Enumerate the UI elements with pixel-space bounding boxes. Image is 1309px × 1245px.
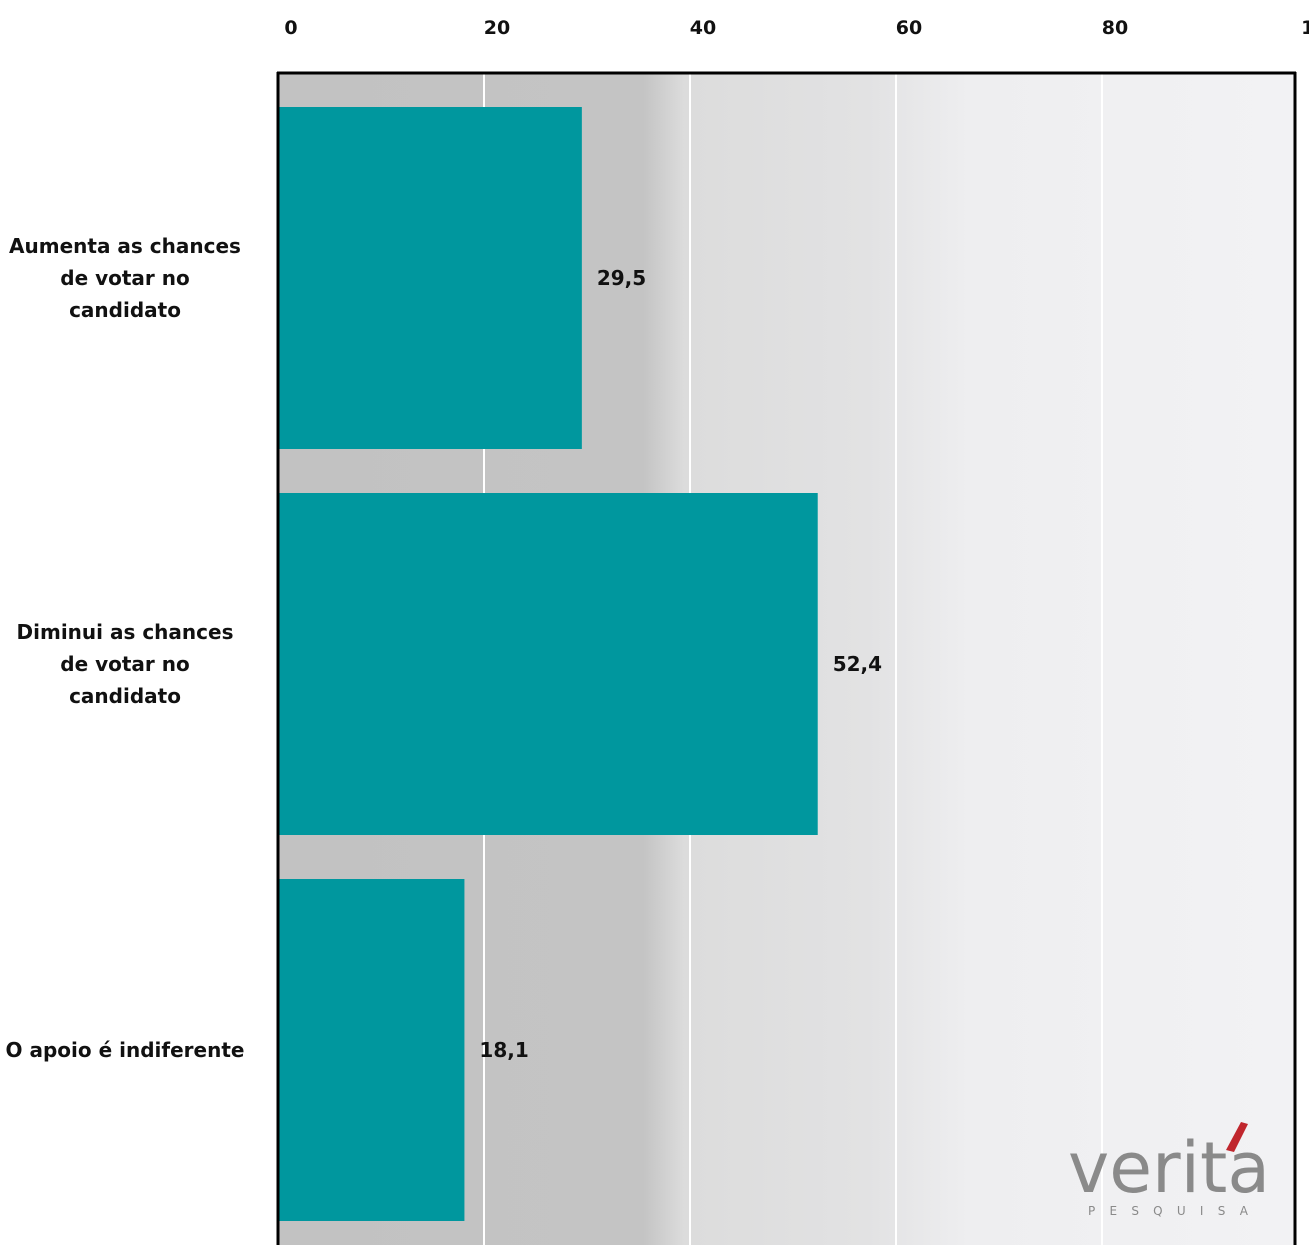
value-label: 18,1 <box>479 1038 528 1062</box>
value-labels: 29,5 52,4 18,1 <box>479 266 882 1062</box>
category-label: Aumenta as chances de votar no candidato <box>9 234 241 322</box>
x-tick-label: 40 <box>690 17 716 39</box>
bar <box>278 493 818 835</box>
x-tick-label: 80 <box>1102 17 1128 39</box>
bar <box>278 107 582 449</box>
verita-logo: verita PESQUISA <box>1068 1122 1270 1218</box>
x-tick-label: 60 <box>896 17 922 39</box>
x-tick-label: 20 <box>484 17 510 39</box>
category-labels: Aumenta as chances de votar no candidato Di… <box>6 234 245 1062</box>
value-label: 52,4 <box>833 652 882 676</box>
logo-accent-mark <box>1226 1122 1248 1152</box>
x-tick-labels: 0 20 40 60 80 100 <box>284 17 1309 39</box>
value-label: 29,5 <box>597 266 646 290</box>
category-label: O apoio é indiferente <box>6 1038 245 1062</box>
bar <box>278 879 465 1221</box>
x-tick-label: 100 <box>1301 17 1309 39</box>
x-tick-label: 0 <box>284 17 297 39</box>
bars <box>278 107 818 1221</box>
category-label: Diminui as chances de votar no candidato <box>17 620 234 708</box>
